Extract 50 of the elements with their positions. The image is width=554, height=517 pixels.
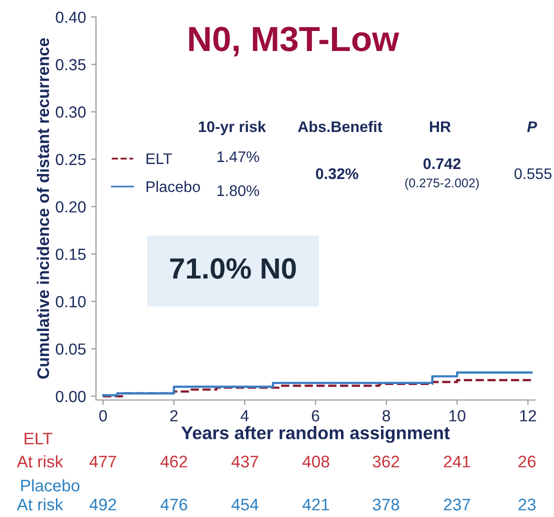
text: 462 (160, 456, 188, 468)
annotation: 0.555 (514, 168, 552, 180)
y-axis-title: Cumulative incidence of distant recurrence (36, 38, 50, 379)
annotation: 71.0% N0 (170, 258, 296, 279)
legend-label: Placebo (146, 180, 200, 192)
annotation: 0.742 (423, 158, 461, 170)
y-tick-label: 0.40 (56, 12, 86, 23)
annotation: (0.275-2.002) (405, 178, 479, 190)
text: 26 (518, 456, 536, 468)
y-tick-label: 0.10 (56, 296, 86, 308)
legend-label: ELT (146, 153, 172, 164)
x-tick-label: 2 (170, 410, 178, 422)
x-tick-label: 8 (382, 410, 390, 422)
annotation: 10-yr risk (198, 120, 266, 136)
text: 477 (89, 456, 116, 468)
text: ELT (24, 432, 52, 444)
x-tick-label: 10 (449, 410, 466, 422)
text: 237 (444, 498, 470, 510)
text: 362 (372, 456, 400, 468)
text: At risk (16, 455, 64, 468)
text: 492 (89, 498, 116, 510)
y-tick-label: 0.05 (56, 343, 86, 355)
text: 23 (518, 498, 536, 510)
text: 437 (231, 456, 258, 468)
x-tick-label: 4 (240, 410, 249, 422)
annotation: 1.80% (218, 185, 260, 196)
text: At risk (16, 498, 64, 510)
chart-title: N0, M3T-Low (189, 26, 400, 56)
annotation: HR (430, 121, 451, 132)
annotation: P (527, 121, 538, 132)
y-tick-label: 0.15 (56, 248, 86, 260)
text: 421 (302, 498, 330, 510)
x-tick-label: 0 (99, 410, 107, 422)
text: 241 (444, 456, 470, 468)
text: Placebo (21, 479, 80, 492)
annotation: 1.47% (218, 151, 260, 162)
x-axis-title: Years after random assignment (181, 426, 450, 443)
y-tick-label: 0.30 (56, 106, 86, 118)
text: 454 (231, 498, 258, 510)
text: 476 (160, 498, 188, 510)
text: 378 (372, 498, 400, 510)
y-tick-label: 0.20 (56, 201, 86, 213)
x-tick-label: 6 (312, 410, 320, 422)
text: 408 (302, 456, 330, 468)
annotation: Abs.Benefit (298, 120, 382, 132)
y-tick-label: 0.00 (56, 390, 86, 402)
y-tick-label: 0.35 (56, 59, 86, 70)
y-tick-label: 0.25 (56, 154, 86, 166)
x-tick-label: 12 (520, 410, 536, 422)
annotation: 0.32% (316, 168, 358, 180)
